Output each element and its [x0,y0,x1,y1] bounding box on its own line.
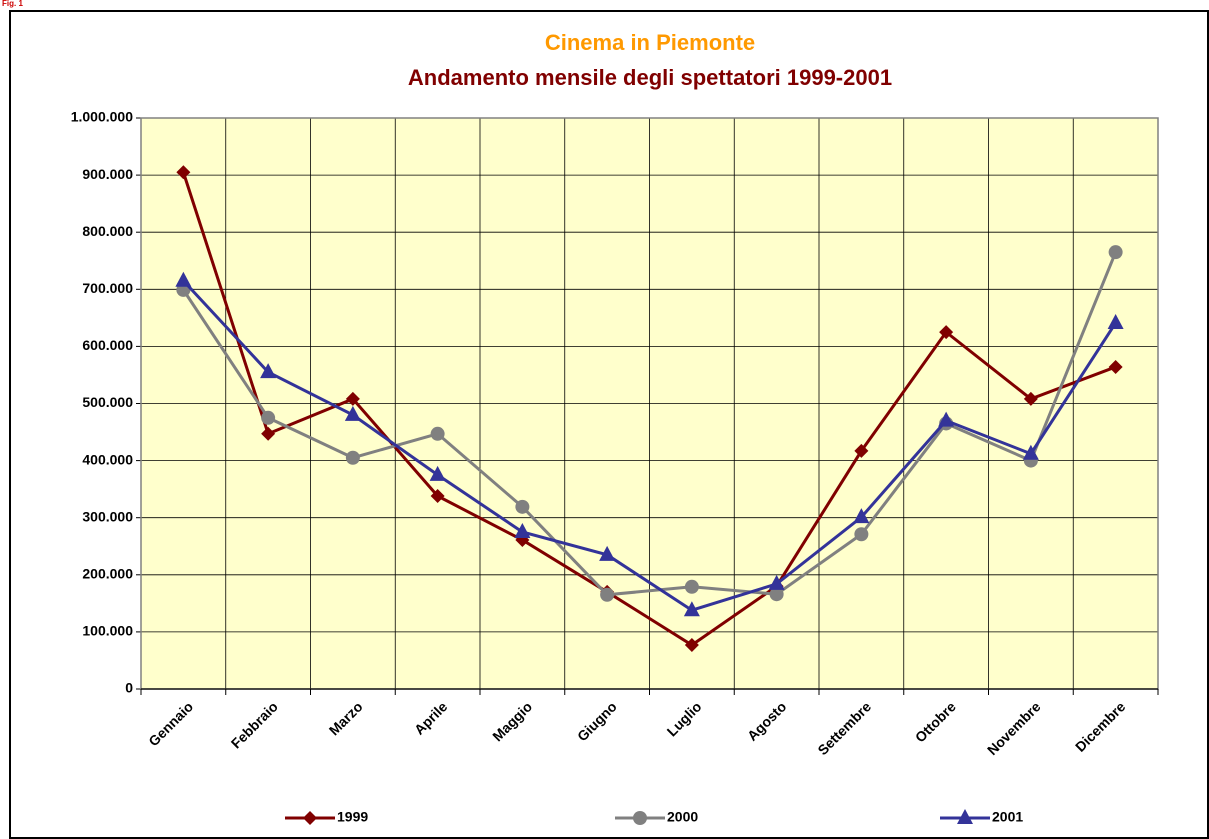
y-tick-label: 500.000 [82,394,133,410]
marker [684,579,699,594]
marker [430,426,445,441]
marker [854,527,869,542]
marker [345,391,360,406]
marker [515,499,530,514]
y-tick-label: 1.000.000 [71,109,133,125]
chart-title: Cinema in Piemonte [545,30,755,55]
marker [261,426,276,441]
marker [429,465,446,481]
marker [769,587,784,602]
marker [853,508,870,524]
y-tick-label: 300.000 [82,508,133,524]
marker [176,165,191,180]
y-tick-label: 400.000 [82,451,133,467]
marker [175,271,192,287]
chart-subtitle: Andamento mensile degli spettatori 1999-… [408,65,892,90]
marker [1107,313,1124,329]
marker [957,809,973,824]
legend-label: 1999 [337,809,368,825]
y-tick-label: 0 [125,680,133,696]
marker [1022,444,1039,460]
y-tick-label: 800.000 [82,223,133,239]
series-line [182,251,1118,597]
marker [345,450,360,465]
marker [260,363,277,379]
series-line [181,171,1117,647]
marker [1108,245,1123,260]
legend-label: 2001 [992,809,1023,825]
marker [939,325,954,340]
marker [430,489,445,504]
marker [633,811,647,825]
marker [261,410,276,425]
marker [600,587,615,602]
y-tick-label: 900.000 [82,166,133,182]
legend-label: 2000 [667,809,698,825]
y-tick-label: 100.000 [82,623,133,639]
marker [768,574,785,590]
marker [303,811,317,825]
y-tick-label: 700.000 [82,280,133,296]
series-line [182,279,1117,612]
marker [1023,391,1038,406]
marker [599,545,616,561]
marker [683,601,700,617]
marker [344,405,361,421]
marker [684,638,699,653]
marker [854,443,869,458]
fig-label: Fig. 1 [2,0,23,8]
marker [514,522,531,538]
marker [1108,359,1123,374]
y-tick-label: 200.000 [82,566,133,582]
y-tick-label: 600.000 [82,337,133,353]
marker [938,411,955,427]
